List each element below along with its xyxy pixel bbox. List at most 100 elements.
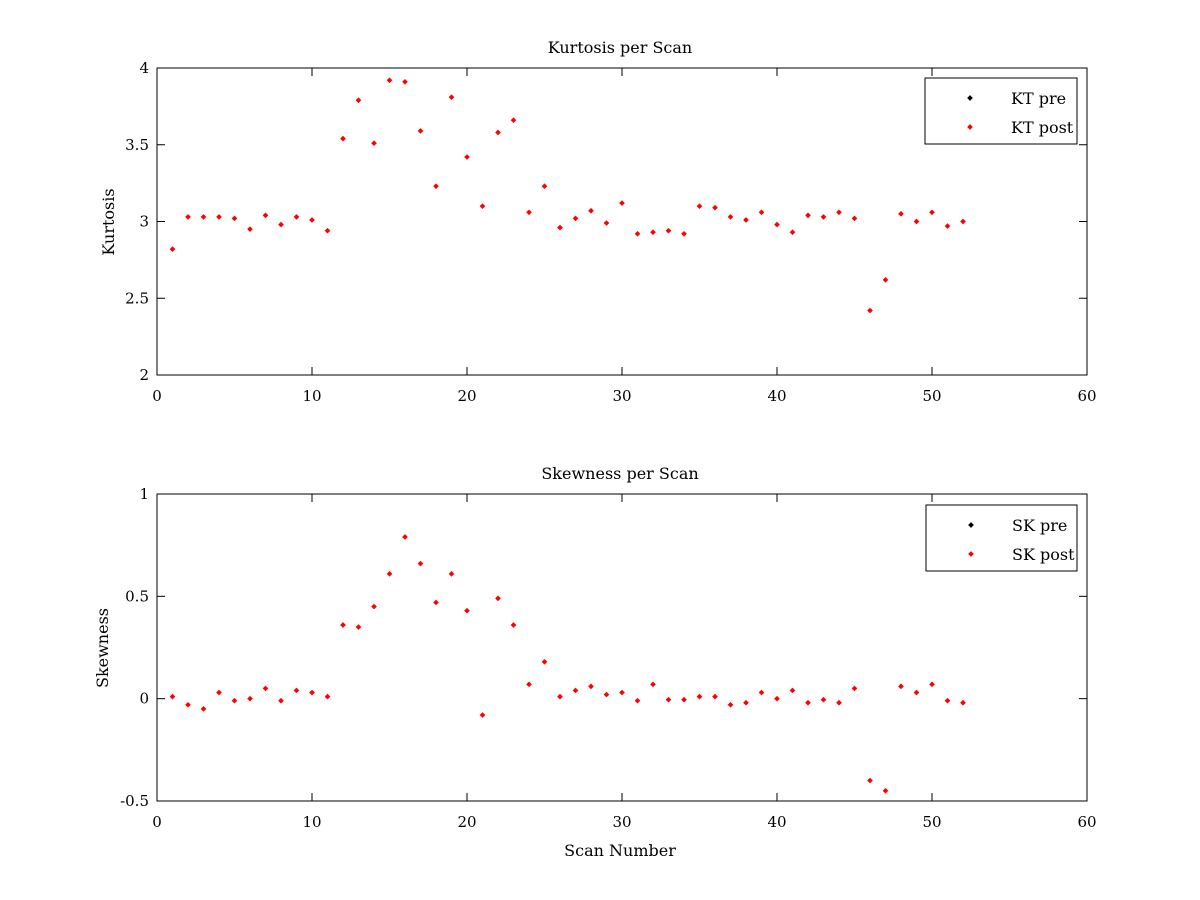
- skewness-data-point-post: [572, 687, 579, 694]
- skewness-data-point-post: [309, 689, 315, 696]
- kurtosis-data-point-post: [541, 183, 548, 190]
- kurtosis-data-point-post: [836, 209, 842, 216]
- skewness-data-point-post: [727, 701, 734, 708]
- skewness-data-point-post: [448, 570, 455, 577]
- skewness-data-point-post: [386, 570, 393, 577]
- kurtosis-data-point-post: [960, 218, 966, 225]
- kurtosis-data-point-post: [681, 230, 687, 237]
- skewness-data-point-post: [805, 699, 811, 706]
- skewness-data-point-post: [262, 685, 269, 692]
- skewness-x-tick-label: 60: [1077, 813, 1096, 831]
- kurtosis-y-tick-label: 3.5: [125, 136, 149, 154]
- kurtosis-data-point-post: [727, 214, 734, 220]
- kurtosis-data-point-post: [913, 218, 920, 225]
- skewness-data-point-post: [836, 699, 842, 706]
- kurtosis-data-point-post: [944, 223, 951, 229]
- kurtosis-y-tick-label: 4: [139, 59, 149, 77]
- kurtosis-data-point-post: [386, 77, 393, 84]
- skewness-data-point-post: [464, 607, 470, 614]
- skewness-data-point-post: [665, 696, 672, 703]
- kurtosis-legend-box: [924, 77, 1078, 145]
- kurtosis-legend-label: KT pre: [1011, 89, 1066, 108]
- skewness-y-tick-label: 0.5: [125, 587, 149, 605]
- kurtosis-x-tick-label: 20: [457, 387, 476, 405]
- skewness-data-point-post: [231, 697, 238, 704]
- skewness-data-point-post: [619, 689, 625, 696]
- skewness-y-tick-label: -0.5: [120, 792, 149, 810]
- kurtosis-data-point-post: [743, 217, 749, 223]
- skewness-panel: Skewness per Scan Skewness Scan Number 0…: [93, 464, 1097, 860]
- skewness-legend-label: SK pre: [1012, 516, 1067, 535]
- kurtosis-y-tick-label: 2: [139, 366, 149, 384]
- skewness-y-tick-label: 0: [139, 690, 149, 708]
- skewness-legend-marker: [968, 551, 974, 557]
- kurtosis-data-point-post: [262, 212, 269, 219]
- skewness-data-point-post: [340, 622, 346, 628]
- kurtosis-x-tick-label: 50: [922, 387, 941, 405]
- skewness-data-point-post: [960, 699, 966, 706]
- skewness-data-point-post: [417, 560, 424, 567]
- kurtosis-data-point-post: [882, 277, 889, 283]
- kurtosis-x-tick-label: 0: [152, 387, 162, 405]
- skewness-data-point-post: [588, 683, 594, 690]
- kurtosis-data-point-post: [510, 117, 517, 124]
- skewness-data-point-post: [402, 534, 408, 540]
- kurtosis-data-point-post: [417, 128, 424, 134]
- kurtosis-data-point-post: [402, 78, 408, 85]
- skewness-data-point-post: [820, 696, 827, 703]
- skewness-data-point-post: [929, 681, 935, 688]
- skewness-chart-title: Skewness per Scan: [541, 464, 698, 483]
- skewness-data-point-post: [371, 603, 377, 610]
- skewness-x-tick-label: 20: [457, 813, 476, 831]
- skewness-data-point-post: [712, 693, 718, 700]
- kurtosis-legend: KT pre KT post: [924, 77, 1078, 145]
- kurtosis-plot-area: 0 10 20 30 40 50 60 2 2.5 3 3.5 4 KT pre KT post: [125, 59, 1096, 405]
- kurtosis-data-point-post: [479, 203, 486, 209]
- kurtosis-data-point-post: [758, 209, 765, 216]
- skewness-data-point-post: [944, 697, 951, 704]
- skewness-data-point-post: [898, 683, 904, 690]
- kurtosis-data-point-post: [448, 94, 455, 100]
- kurtosis-data-point-post: [293, 214, 300, 220]
- skewness-data-point-post: [867, 777, 873, 784]
- kurtosis-data-point-post: [929, 209, 935, 216]
- kurtosis-data-point-post: [665, 227, 672, 234]
- kurtosis-legend-marker: [967, 124, 973, 130]
- skewness-data-point-post: [216, 689, 222, 696]
- kurtosis-data-point-post: [169, 246, 176, 252]
- kurtosis-data-point-post: [820, 214, 827, 220]
- skewness-legend-box: [925, 504, 1078, 572]
- skewness-data-point-post: [433, 599, 439, 606]
- kurtosis-data-point-post: [231, 215, 238, 222]
- skewness-data-point-post: [882, 787, 889, 794]
- kurtosis-data-point-post: [278, 221, 284, 228]
- kurtosis-legend-marker: [967, 95, 973, 101]
- kurtosis-data-point-post: [634, 230, 641, 237]
- kurtosis-x-tick-label: 10: [302, 387, 321, 405]
- skewness-data-point-post: [696, 693, 703, 700]
- kurtosis-data-point-post: [247, 226, 253, 233]
- kurtosis-data-point-post: [433, 183, 439, 190]
- kurtosis-data-point-post: [185, 214, 191, 220]
- skewness-x-tick-label: 0: [152, 813, 162, 831]
- skewness-data-point-post: [758, 689, 765, 696]
- kurtosis-data-point-post: [603, 220, 610, 226]
- skewness-data-point-post: [913, 689, 920, 696]
- kurtosis-data-point-post: [867, 307, 873, 314]
- skewness-data-point-post: [541, 658, 548, 665]
- kurtosis-legend-label: KT post: [1011, 118, 1074, 137]
- kurtosis-data-point-post: [619, 200, 625, 206]
- skewness-data-point-post: [495, 595, 501, 602]
- skewness-data-point-post: [169, 693, 176, 700]
- kurtosis-data-point-post: [898, 210, 904, 217]
- skewness-x-tick-label: 40: [767, 813, 786, 831]
- kurtosis-data-point-post: [588, 207, 594, 214]
- kurtosis-data-point-post: [805, 212, 811, 219]
- skewness-data-point-post: [603, 691, 610, 698]
- skewness-data-point-post: [293, 687, 300, 694]
- kurtosis-x-tick-label: 40: [767, 387, 786, 405]
- kurtosis-y-axis-label: Kurtosis: [99, 188, 118, 255]
- kurtosis-data-point-post: [557, 224, 563, 231]
